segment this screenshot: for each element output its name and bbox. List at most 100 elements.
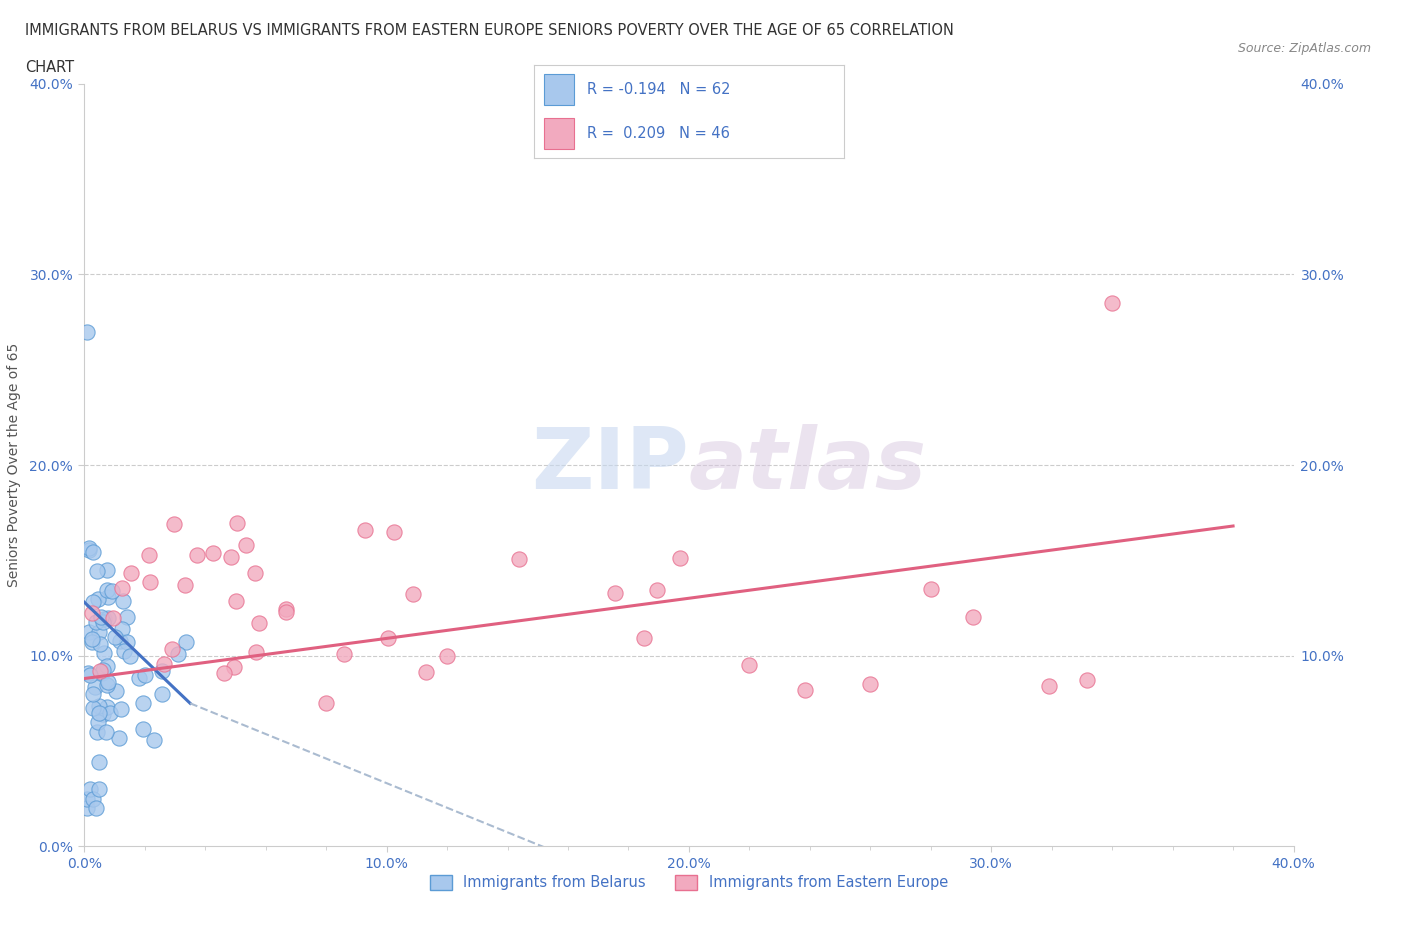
Point <box>150 663 173 678</box>
Point <box>274 604 297 619</box>
Point <box>920 581 942 596</box>
Text: IMMIGRANTS FROM BELARUS VS IMMIGRANTS FROM EASTERN EUROPE SENIORS POVERTY OVER T: IMMIGRANTS FROM BELARUS VS IMMIGRANTS FR… <box>25 23 955 38</box>
Point <box>174 635 197 650</box>
Point <box>86 724 108 739</box>
Point <box>87 591 110 606</box>
Point <box>84 680 107 695</box>
Point <box>89 636 111 651</box>
Point <box>111 622 134 637</box>
Point <box>134 668 156 683</box>
Point <box>120 566 142 581</box>
Point <box>401 587 423 602</box>
Point <box>79 668 101 683</box>
Point <box>1101 296 1123 311</box>
Point <box>118 648 141 663</box>
Point <box>212 666 235 681</box>
Point <box>132 721 155 736</box>
Point <box>384 525 406 539</box>
Point <box>89 706 111 721</box>
Point <box>669 551 692 565</box>
Point <box>82 686 104 701</box>
Point <box>224 659 246 674</box>
Point <box>174 578 197 592</box>
Point <box>245 644 267 659</box>
Point <box>245 565 267 580</box>
Point <box>98 705 121 720</box>
Point <box>333 646 356 661</box>
Point <box>94 724 117 739</box>
Point <box>436 648 458 663</box>
Point <box>79 781 101 796</box>
Point <box>76 801 98 816</box>
Point <box>508 551 530 566</box>
Point <box>96 677 118 692</box>
Point <box>91 614 114 629</box>
Point <box>101 610 124 625</box>
Point <box>235 538 257 552</box>
Point <box>1038 678 1060 693</box>
Point <box>82 791 104 806</box>
Text: Source: ZipAtlas.com: Source: ZipAtlas.com <box>1237 42 1371 55</box>
Point <box>76 325 98 339</box>
Point <box>128 671 150 685</box>
Point <box>315 696 337 711</box>
Text: CHART: CHART <box>25 60 75 75</box>
Point <box>111 593 134 608</box>
Point <box>100 583 122 598</box>
Point <box>93 645 115 660</box>
Point <box>108 731 131 746</box>
Point <box>91 663 114 678</box>
Point <box>96 699 118 714</box>
Point <box>77 666 100 681</box>
Point <box>139 574 162 589</box>
Bar <box>544 118 575 149</box>
Bar <box>544 74 575 105</box>
Point <box>89 663 111 678</box>
Point <box>153 657 176 671</box>
Point <box>132 696 155 711</box>
Point <box>82 631 104 646</box>
Point <box>90 610 112 625</box>
Point <box>77 625 100 640</box>
Point <box>97 675 120 690</box>
Point <box>353 523 375 538</box>
Point <box>793 683 815 698</box>
Point <box>377 631 399 646</box>
Point <box>77 542 100 557</box>
Point <box>108 634 131 649</box>
Point <box>617 143 640 158</box>
Point <box>96 563 118 578</box>
Point <box>219 550 242 565</box>
Legend: Immigrants from Belarus, Immigrants from Eastern Europe: Immigrants from Belarus, Immigrants from… <box>425 870 953 897</box>
Point <box>93 612 115 627</box>
Point <box>89 781 111 796</box>
Point <box>77 540 100 555</box>
Point <box>962 609 984 624</box>
Point <box>225 594 247 609</box>
Text: R = -0.194   N = 62: R = -0.194 N = 62 <box>586 82 730 98</box>
Point <box>274 602 297 617</box>
Text: atlas: atlas <box>689 423 927 507</box>
Point <box>1076 672 1098 687</box>
Point <box>90 666 112 681</box>
Point <box>111 581 134 596</box>
Point <box>202 545 225 560</box>
Point <box>86 564 108 578</box>
Point <box>138 548 160 563</box>
Point <box>96 659 118 674</box>
Point <box>80 605 103 620</box>
Point <box>87 714 110 729</box>
Point <box>226 516 249 531</box>
Point <box>160 642 183 657</box>
Point <box>163 517 186 532</box>
Point <box>80 634 103 649</box>
Point <box>645 582 668 597</box>
Point <box>166 646 188 661</box>
Point <box>87 698 110 713</box>
Point <box>104 684 127 698</box>
Point <box>97 611 120 626</box>
Point <box>738 658 761 672</box>
Y-axis label: Seniors Poverty Over the Age of 65: Seniors Poverty Over the Age of 65 <box>7 343 21 587</box>
Text: ZIP: ZIP <box>531 423 689 507</box>
Point <box>150 686 173 701</box>
